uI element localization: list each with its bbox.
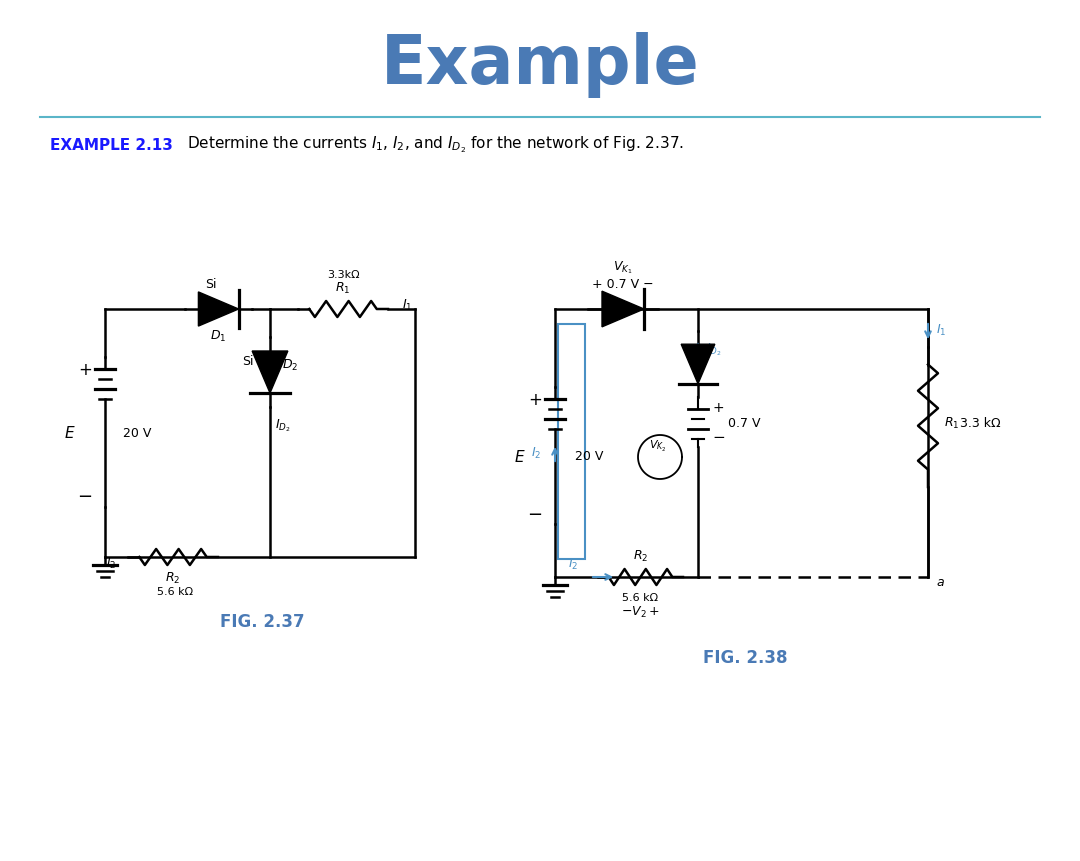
Text: +: + xyxy=(528,391,542,408)
Text: $D_1$: $D_1$ xyxy=(211,328,227,344)
Bar xyxy=(558,325,585,560)
Polygon shape xyxy=(199,293,239,326)
Polygon shape xyxy=(681,344,715,384)
Text: $R_1$: $R_1$ xyxy=(335,280,351,295)
Text: $V_{K_1}$: $V_{K_1}$ xyxy=(613,259,633,276)
Text: $I_2$: $I_2$ xyxy=(106,554,116,570)
Text: Si: Si xyxy=(243,354,254,367)
Text: $I_1$: $I_1$ xyxy=(936,322,946,338)
Text: FIG. 2.38: FIG. 2.38 xyxy=(703,648,787,666)
Text: 0.7 V: 0.7 V xyxy=(728,416,760,429)
Text: +: + xyxy=(78,361,92,379)
Text: $- V_2 +$: $- V_2 +$ xyxy=(621,604,660,619)
Text: $E$: $E$ xyxy=(514,449,526,464)
Text: $I_2$: $I_2$ xyxy=(530,445,541,460)
Text: $V_{K_2}$: $V_{K_2}$ xyxy=(649,438,666,453)
Text: $E$: $E$ xyxy=(64,424,76,441)
Text: −: − xyxy=(712,430,725,445)
Text: Determine the currents $I_1$, $I_2$, and $I_{D_2}$ for the network of Fig. 2.37.: Determine the currents $I_1$, $I_2$, and… xyxy=(187,134,684,155)
Text: EXAMPLE 2.13: EXAMPLE 2.13 xyxy=(50,138,173,152)
Text: +: + xyxy=(712,400,724,414)
Text: 5.6 kΩ: 5.6 kΩ xyxy=(157,586,193,597)
Text: 20 V: 20 V xyxy=(575,450,604,463)
Text: + 0.7 V −: + 0.7 V − xyxy=(592,277,653,290)
Text: $I_2$: $I_2$ xyxy=(568,556,578,571)
Text: $R_2$: $R_2$ xyxy=(165,570,180,585)
Text: a: a xyxy=(936,575,944,588)
Text: $I_1$: $I_1$ xyxy=(402,297,413,313)
Polygon shape xyxy=(602,292,644,327)
Polygon shape xyxy=(252,351,288,393)
Text: $D_2$: $D_2$ xyxy=(282,357,298,372)
Text: 5.6 kΩ: 5.6 kΩ xyxy=(622,592,659,603)
Text: $R_2$: $R_2$ xyxy=(633,548,648,563)
Text: 3.3 kΩ: 3.3 kΩ xyxy=(960,416,1001,429)
Text: 3.3kΩ: 3.3kΩ xyxy=(326,269,360,280)
Text: Si: Si xyxy=(205,277,216,290)
Text: $R_1$: $R_1$ xyxy=(944,415,959,430)
Text: $I_{D_2}$: $I_{D_2}$ xyxy=(706,341,721,358)
Text: −: − xyxy=(527,505,542,523)
Text: FIG. 2.37: FIG. 2.37 xyxy=(219,612,305,630)
Text: 20 V: 20 V xyxy=(123,426,151,439)
Text: −: − xyxy=(78,487,93,505)
Text: $I_{D_2}$: $I_{D_2}$ xyxy=(275,418,291,434)
Text: Example: Example xyxy=(380,32,700,98)
